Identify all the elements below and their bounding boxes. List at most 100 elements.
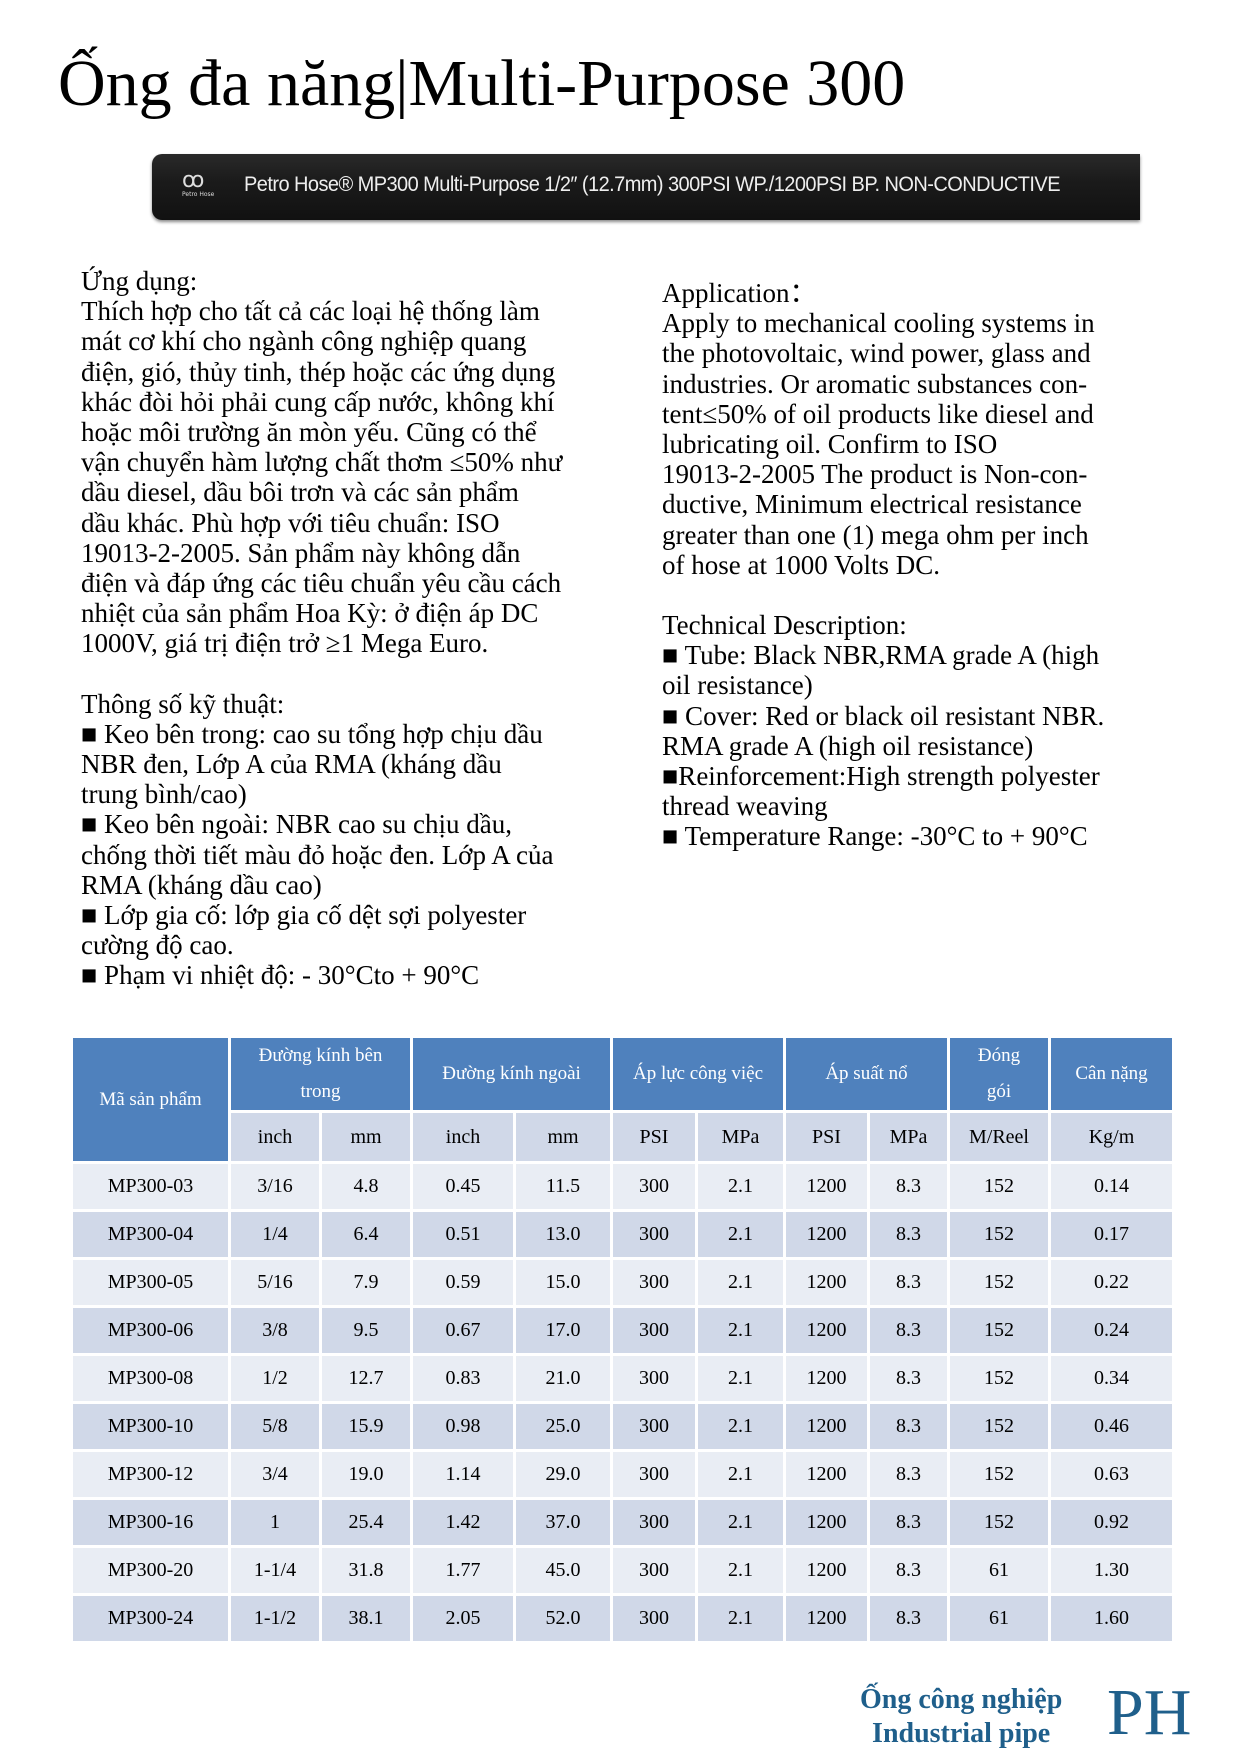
unit-header: PSI (783, 1110, 870, 1164)
table-cell: 1200 (783, 1353, 870, 1404)
table-row: MP300-04 1/4 6.4 0.51 13.0 300 2.1 1200 8.3 152 0.… (70, 1209, 1175, 1260)
table-cell: 0.63 (1048, 1449, 1175, 1500)
vietnamese-description: Ứng dụng: Thích hợp cho tất cả các loại h… (81, 266, 562, 991)
text-line: ■ Temperature Range: -30°C to + 90°C (662, 821, 1088, 852)
table-cell: 2.1 (695, 1209, 786, 1260)
text-line: RMA grade A (high oil resistance) (662, 730, 1034, 761)
table-cell: 2.1 (695, 1305, 786, 1356)
table-cell: 19.0 (319, 1449, 413, 1500)
table-cell: 0.83 (410, 1353, 516, 1404)
product-code-cell: MP300-12 (70, 1449, 231, 1500)
unit-header: MPa (695, 1110, 786, 1164)
table-cell: 3/16 (228, 1161, 322, 1212)
text-line: dầu diesel, dầu bôi trơn và các sản phẩm (81, 477, 519, 508)
table-cell: 38.1 (319, 1593, 413, 1644)
product-code-cell: MP300-06 (70, 1305, 231, 1356)
table-cell: 0.14 (1048, 1161, 1175, 1212)
table-cell: 8.3 (867, 1305, 950, 1356)
text-line: Thích hợp cho tất cả các loại hệ thống l… (81, 296, 540, 327)
page-title: Ống đa năng|Multi-Purpose 300 (58, 47, 906, 120)
table-cell: 300 (610, 1257, 698, 1308)
table-cell: 1.14 (410, 1449, 516, 1500)
text-line: ■ Keo bên ngoài: NBR cao su chịu dầu, (81, 809, 512, 840)
table-cell: 1/4 (228, 1209, 322, 1260)
text-line: điện, gió, thủy tinh, thép hoặc các ứng … (81, 356, 556, 387)
english-description: Application： Apply to mechanical cooling … (662, 278, 1104, 852)
table-cell: 1.77 (410, 1545, 516, 1596)
text-line: Application： (662, 278, 817, 308)
header-weight: Cân nặng (1048, 1035, 1175, 1113)
table-cell: 8.3 (867, 1401, 950, 1452)
text-line: ■ Keo bên trong: cao su tổng hợp chịu dầ… (81, 718, 543, 749)
table-cell: 1200 (783, 1161, 870, 1212)
table-cell: 300 (610, 1209, 698, 1260)
table-cell: 17.0 (513, 1305, 613, 1356)
table-cell: 152 (947, 1257, 1051, 1308)
table-cell: 1200 (783, 1545, 870, 1596)
table-cell: 1200 (783, 1209, 870, 1260)
text-line: ductive, Minimum electrical resistance (662, 489, 1082, 520)
text-line: ■ Lớp gia cố: lớp gia cố dệt sợi polyest… (81, 900, 527, 931)
table-cell: 0.17 (1048, 1209, 1175, 1260)
text-line: RMA (kháng dầu cao) (81, 869, 322, 900)
table-cell: 300 (610, 1161, 698, 1212)
product-code-cell: MP300-20 (70, 1545, 231, 1596)
table-cell: 0.67 (410, 1305, 516, 1356)
table-cell: 7.9 (319, 1257, 413, 1308)
table-cell: 2.1 (695, 1593, 786, 1644)
text-line: điện và đáp ứng các tiêu chuẩn yêu cầu c… (81, 568, 562, 599)
table-cell: 1/2 (228, 1353, 322, 1404)
table-cell: 1 (228, 1497, 322, 1548)
unit-header: PSI (610, 1110, 698, 1164)
table-cell: 37.0 (513, 1497, 613, 1548)
table-cell: 31.8 (319, 1545, 413, 1596)
table-cell: 12.7 (319, 1353, 413, 1404)
table-cell: 152 (947, 1449, 1051, 1500)
table-cell: 21.0 (513, 1353, 613, 1404)
header-working-pressure: Áp lực công việc (610, 1035, 786, 1113)
text-line: lubricating oil. Confirm to ISO (662, 429, 998, 460)
petro-hose-logo-icon: ꝏ Petro Hose (182, 168, 215, 198)
table-cell: 300 (610, 1545, 698, 1596)
table-cell: 1-1/4 (228, 1545, 322, 1596)
table-cell: 1200 (783, 1593, 870, 1644)
table-cell: 25.0 (513, 1401, 613, 1452)
table-cell: 152 (947, 1497, 1051, 1548)
table-row: MP300-05 5/16 7.9 0.59 15.0 300 2.1 1200 8.3 152 0… (70, 1257, 1175, 1308)
table-cell: 8.3 (867, 1353, 950, 1404)
table-cell: 5/8 (228, 1401, 322, 1452)
text-line: 19013-2-2005. Sản phẩm này không dẫn (81, 537, 521, 568)
unit-header: inch (228, 1110, 322, 1164)
text-line: ■ Phạm vi nhiệt độ: - 30°Cto + 90°C (81, 960, 480, 991)
table-row: MP300-20 1-1/4 31.8 1.77 45.0 300 2.1 1200 8.3 61… (70, 1545, 1175, 1596)
table-cell: 300 (610, 1593, 698, 1644)
table-cell: 0.98 (410, 1401, 516, 1452)
table-cell: 0.46 (1048, 1401, 1175, 1452)
text-line: mát cơ khí cho ngành công nghiệp quang (81, 326, 527, 357)
text-line: greater than one (1) mega ohm per inch (662, 519, 1089, 550)
table-cell: 2.1 (695, 1401, 786, 1452)
table-cell: 1200 (783, 1257, 870, 1308)
table-cell: 8.3 (867, 1449, 950, 1500)
table-cell: 6.4 (319, 1209, 413, 1260)
text-line: trung bình/cao) (81, 779, 247, 810)
product-code-cell: MP300-24 (70, 1593, 231, 1644)
unit-header: M/Reel (947, 1110, 1051, 1164)
table-row: MP300-08 1/2 12.7 0.83 21.0 300 2.1 1200 8.3 152 0… (70, 1353, 1175, 1404)
header-burst-pressure: Áp suất nổ (783, 1035, 950, 1113)
footer-line-en: Industrial pipe (872, 1718, 1051, 1749)
table-cell: 1.60 (1048, 1593, 1175, 1644)
table-cell: 1200 (783, 1449, 870, 1500)
table-cell: 152 (947, 1209, 1051, 1260)
product-code-cell: MP300-05 (70, 1257, 231, 1308)
table-cell: 0.24 (1048, 1305, 1175, 1356)
spec-table: Mã sản phẩm Đường kính bên trong Đường kí… (70, 1035, 1175, 1644)
table-row: MP300-16 1 25.4 1.42 37.0 300 2.1 1200 8.3 152 0.9… (70, 1497, 1175, 1548)
footer-tagline: Ống công nghiệp Industrial pipe (860, 1683, 1062, 1751)
unit-header: mm (513, 1110, 613, 1164)
table-cell: 52.0 (513, 1593, 613, 1644)
text-line: hoặc môi trường ăn mòn yếu. Cũng có thể (81, 417, 537, 448)
table-cell: 2.1 (695, 1545, 786, 1596)
table-cell: 152 (947, 1401, 1051, 1452)
text-line: Thông số kỹ thuật: (81, 688, 285, 719)
